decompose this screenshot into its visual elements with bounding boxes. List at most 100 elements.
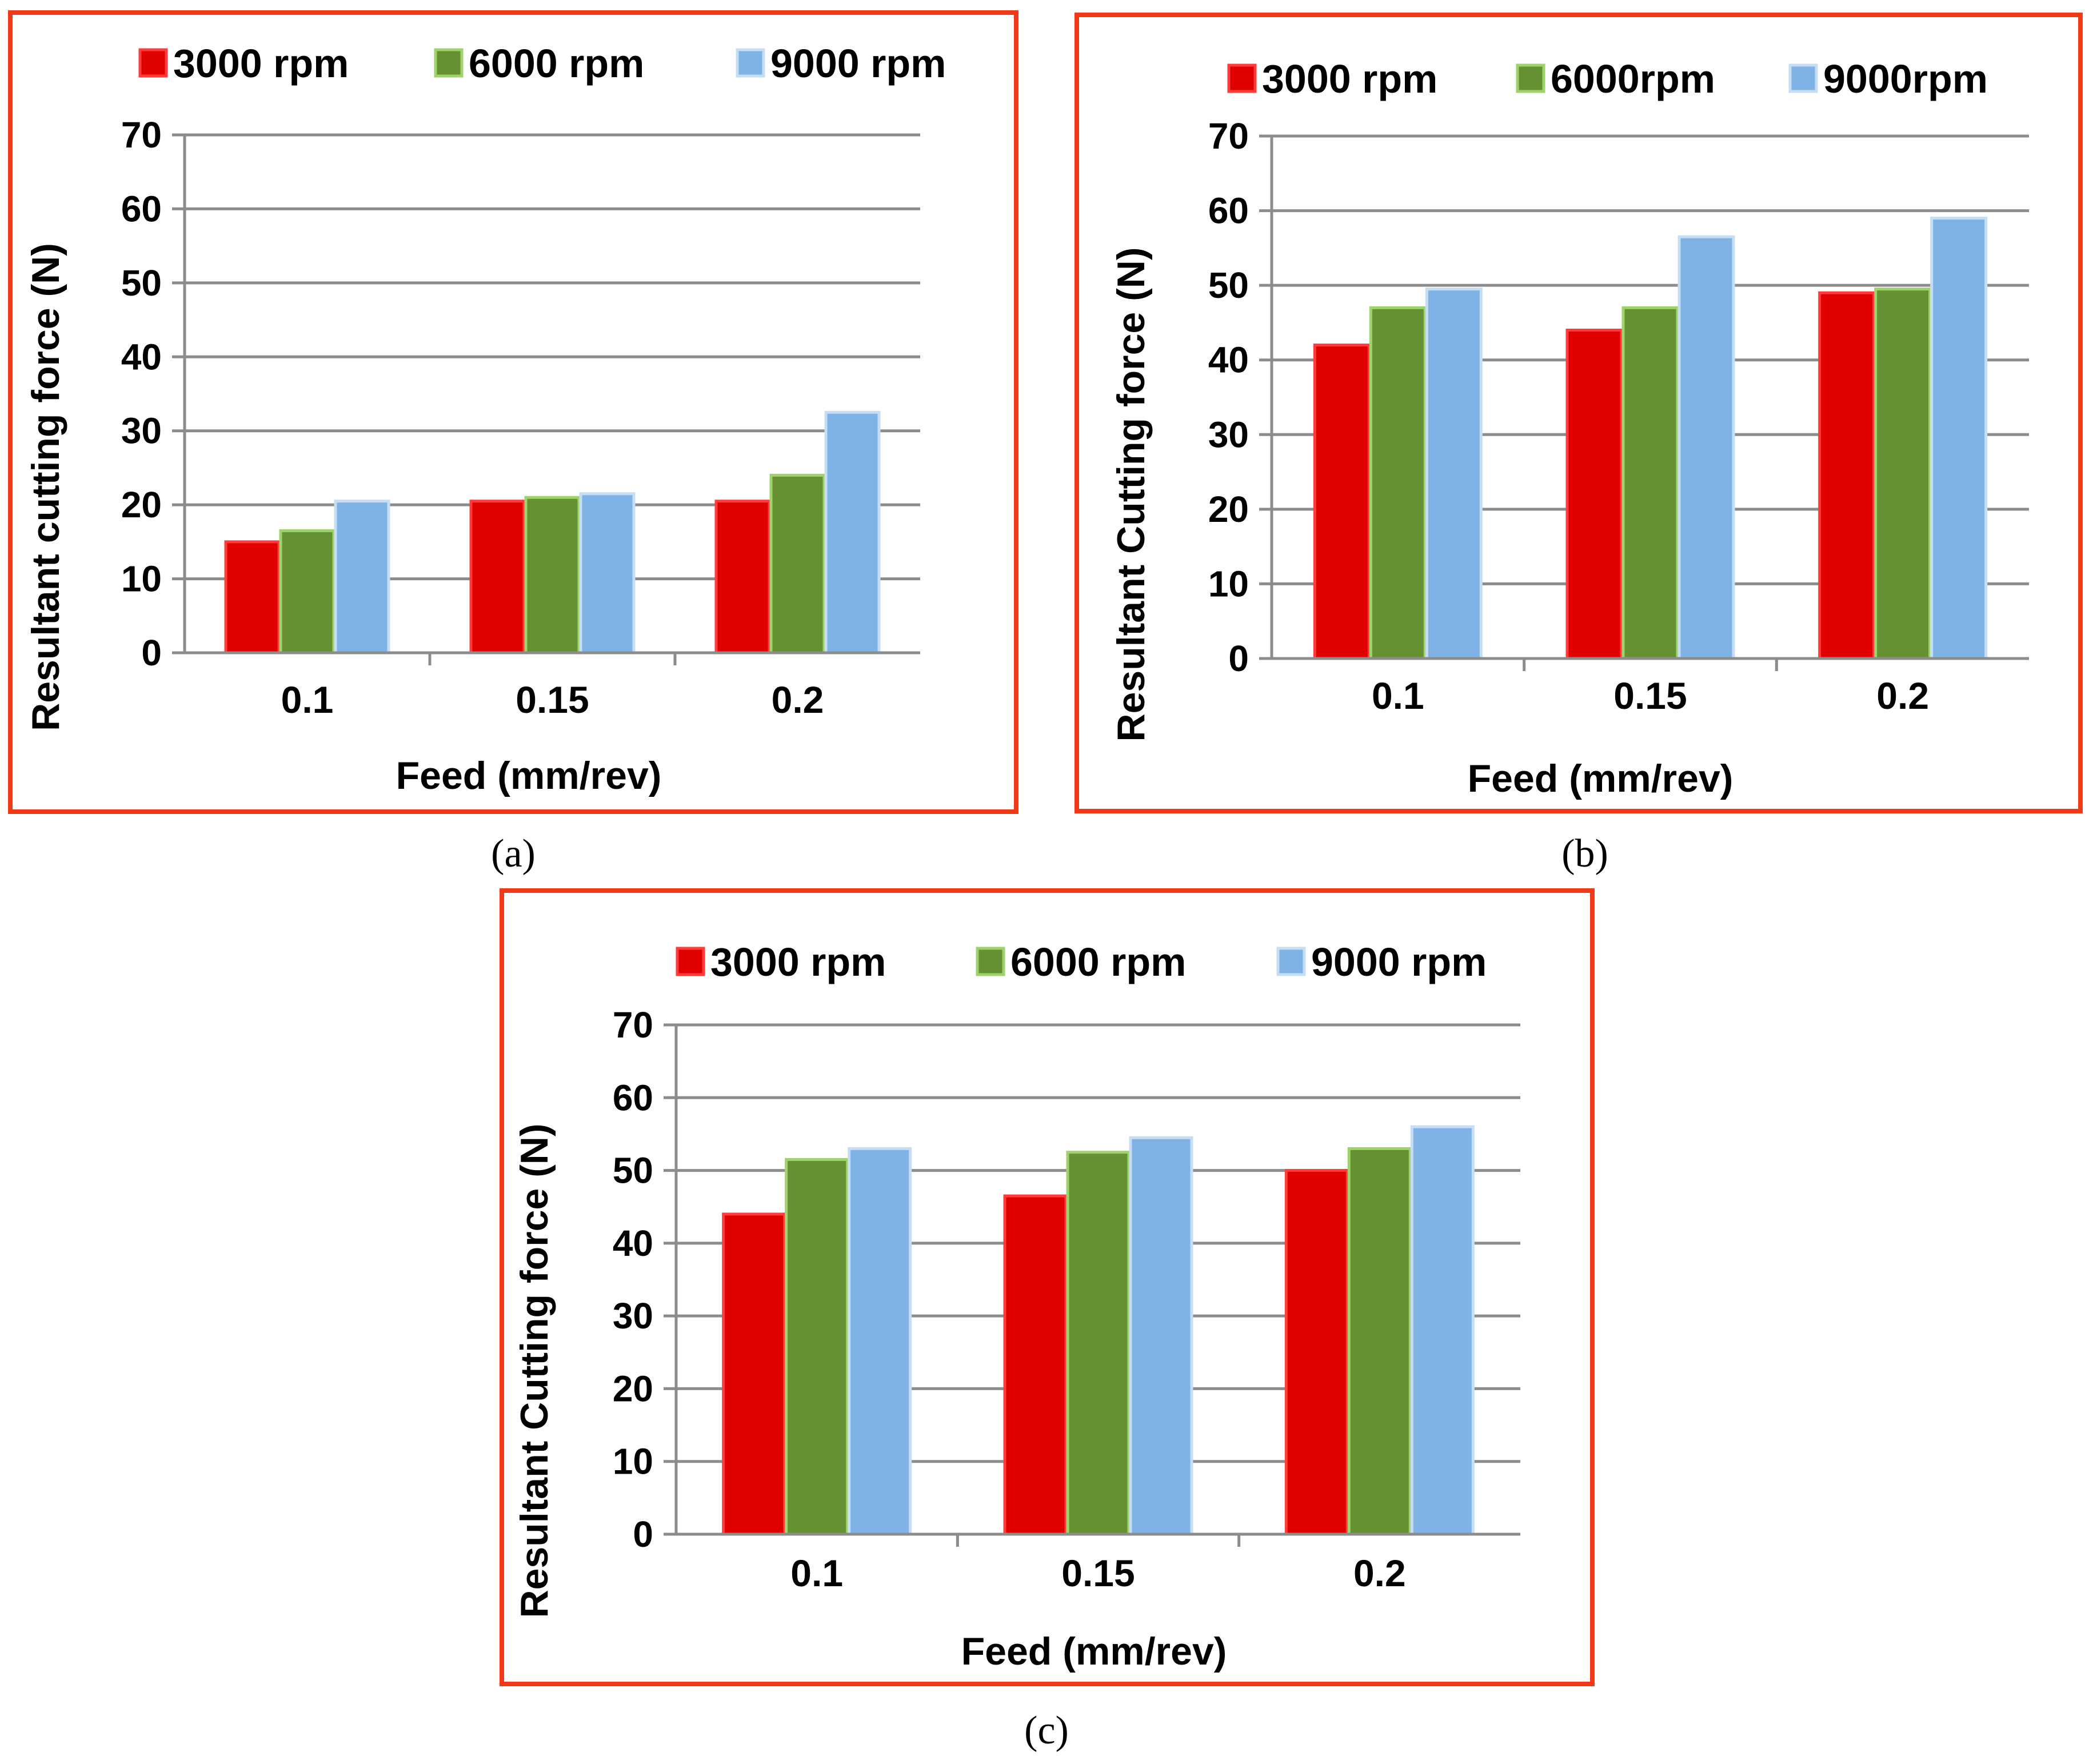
- bar-3000-rpm-0.2: [714, 500, 771, 654]
- y-tick-label: 40: [613, 1223, 653, 1264]
- legend-swatch: [676, 947, 705, 976]
- legend-label: 9000 rpm: [1311, 940, 1487, 984]
- bar-9000rpm-0.2: [1930, 217, 1988, 660]
- bar-9000-rpm-0.15: [1129, 1136, 1193, 1536]
- legend-label: 6000 rpm: [1010, 940, 1186, 984]
- bar-9000-rpm-0.15: [579, 492, 636, 654]
- chart-panel-a: 0 10 20 30 40 50 60 70 0.1 0.15 0.2 3000 rpm 6000 …: [8, 10, 1018, 814]
- chart-panel-b: 0 10 20 30 40 50 60 70 0.1 0.15 0.2 3000 rpm 6000r…: [1075, 13, 2083, 813]
- x-tick-label: 0.15: [1613, 675, 1687, 717]
- bar-6000-rpm-0.1: [785, 1158, 849, 1536]
- y-tick-label: 50: [1208, 265, 1249, 306]
- x-tick-label: 0.15: [1061, 1552, 1135, 1594]
- bar-3000-rpm-0.15: [1565, 328, 1623, 660]
- x-tick-label: 0.2: [1353, 1552, 1406, 1594]
- legend-swatch: [1227, 63, 1257, 93]
- panel-a-legend: 3000 rpm 6000 rpm 9000 rpm: [138, 41, 946, 86]
- x-tick-label: 0.1: [281, 679, 334, 721]
- panel-c-y-axis-title: Resultant Cutting force (N): [513, 1123, 556, 1618]
- y-tick-label: 10: [613, 1441, 653, 1482]
- panel-b-caption: (b): [1561, 832, 1608, 876]
- chart-panel-c: 0 10 20 30 40 50 60 70 0.1 0.15 0.2 3000 rpm 6000 …: [500, 888, 1595, 1686]
- y-tick-label: 10: [1208, 563, 1249, 604]
- y-tick-label: 40: [121, 336, 162, 377]
- panel-b-bars: [1313, 217, 1988, 660]
- x-tick-label: 0.2: [772, 679, 824, 721]
- y-tick-label: 20: [1208, 489, 1249, 530]
- bar-6000-rpm-0.15: [524, 496, 581, 654]
- bar-3000-rpm-0.1: [224, 540, 281, 654]
- bar-3000-rpm-0.1: [1313, 344, 1371, 660]
- bar-3000-rpm-0.2: [1818, 291, 1876, 660]
- panel-b-axes: [1270, 136, 2029, 660]
- y-tick-label: 70: [121, 114, 162, 155]
- bar-6000rpm-0.2: [1874, 288, 1932, 660]
- legend-label: 9000rpm: [1823, 57, 1988, 101]
- panel-b-x-axis-title: Feed (mm/rev): [1468, 757, 1733, 800]
- bar-3000-rpm-0.1: [722, 1212, 786, 1536]
- legend-swatch: [736, 48, 765, 78]
- legend-swatch: [434, 48, 464, 78]
- bar-3000-rpm-0.2: [1284, 1169, 1349, 1536]
- panel-a-y-axis-title: Resultant cutting force (N): [24, 243, 67, 731]
- y-tick-label: 50: [613, 1150, 653, 1191]
- bar-6000-rpm-0.2: [1347, 1147, 1412, 1536]
- legend-label: 6000rpm: [1551, 57, 1715, 101]
- bar-3000-rpm-0.15: [1003, 1194, 1068, 1536]
- bar-9000rpm-0.1: [1425, 288, 1483, 660]
- y-tick-label: 60: [121, 188, 162, 229]
- panel-a-bars: [224, 410, 881, 654]
- panel-c-axes: [674, 1025, 1520, 1536]
- panel-a-y-ticks: 0 10 20 30 40 50 60 70: [121, 114, 185, 673]
- y-tick-label: 0: [141, 632, 162, 673]
- y-tick-label: 30: [613, 1295, 653, 1336]
- y-tick-label: 40: [1208, 340, 1249, 381]
- legend-swatch: [1276, 947, 1306, 976]
- bar-6000-rpm-0.15: [1066, 1151, 1131, 1536]
- bar-9000-rpm-0.1: [848, 1147, 912, 1536]
- y-tick-label: 10: [121, 558, 162, 600]
- legend-swatch: [976, 947, 1005, 976]
- bar-9000rpm-0.15: [1677, 235, 1735, 660]
- legend-label: 9000 rpm: [770, 41, 946, 86]
- y-tick-label: 50: [121, 262, 162, 304]
- panel-c-x-ticks: 0.1 0.15 0.2: [790, 1534, 1406, 1594]
- y-tick-label: 30: [1208, 414, 1249, 455]
- panel-c-caption: (c): [1024, 1709, 1069, 1753]
- bar-6000rpm-0.15: [1621, 306, 1679, 660]
- panel-b-legend: 3000 rpm 6000rpm 9000rpm: [1227, 57, 1988, 101]
- y-tick-label: 30: [121, 410, 162, 452]
- bar-9000-rpm-0.2: [1410, 1125, 1475, 1536]
- panel-b-y-ticks: 0 10 20 30 40 50 60 70: [1208, 115, 1272, 679]
- panel-a-axes: [183, 135, 920, 654]
- panel-a-x-ticks: 0.1 0.15 0.2: [281, 653, 824, 721]
- legend-label: 3000 rpm: [1262, 57, 1437, 101]
- panel-b-y-axis-title: Resultant Cutting force (N): [1109, 247, 1153, 741]
- bar-6000-rpm-0.2: [769, 473, 826, 654]
- y-tick-label: 60: [613, 1077, 653, 1118]
- legend-label: 6000 rpm: [469, 41, 644, 86]
- x-tick-label: 0.1: [790, 1552, 843, 1594]
- panel-c-legend: 3000 rpm 6000 rpm 9000 rpm: [676, 940, 1487, 984]
- panel-c-bars: [722, 1125, 1475, 1536]
- panel-c-x-axis-title: Feed (mm/rev): [961, 1630, 1227, 1673]
- y-tick-label: 20: [121, 484, 162, 525]
- bar-6000-rpm-0.1: [279, 529, 335, 654]
- panel-a-caption: (a): [491, 832, 536, 876]
- bar-6000rpm-0.1: [1369, 306, 1427, 660]
- x-tick-label: 0.2: [1876, 675, 1929, 717]
- panel-b-x-ticks: 0.1 0.15 0.2: [1372, 658, 1929, 717]
- y-tick-label: 0: [633, 1514, 653, 1555]
- y-tick-label: 70: [1208, 115, 1249, 157]
- legend-swatch: [138, 48, 168, 78]
- y-tick-label: 0: [1228, 638, 1249, 679]
- legend-label: 3000 rpm: [710, 940, 886, 984]
- bar-3000-rpm-0.15: [469, 500, 526, 654]
- x-tick-label: 0.15: [516, 679, 589, 721]
- legend-label: 3000 rpm: [173, 41, 349, 86]
- panel-a-x-axis-title: Feed (mm/rev): [396, 754, 662, 797]
- x-tick-label: 0.1: [1372, 675, 1424, 717]
- legend-swatch: [1788, 63, 1818, 93]
- y-tick-label: 20: [613, 1368, 653, 1409]
